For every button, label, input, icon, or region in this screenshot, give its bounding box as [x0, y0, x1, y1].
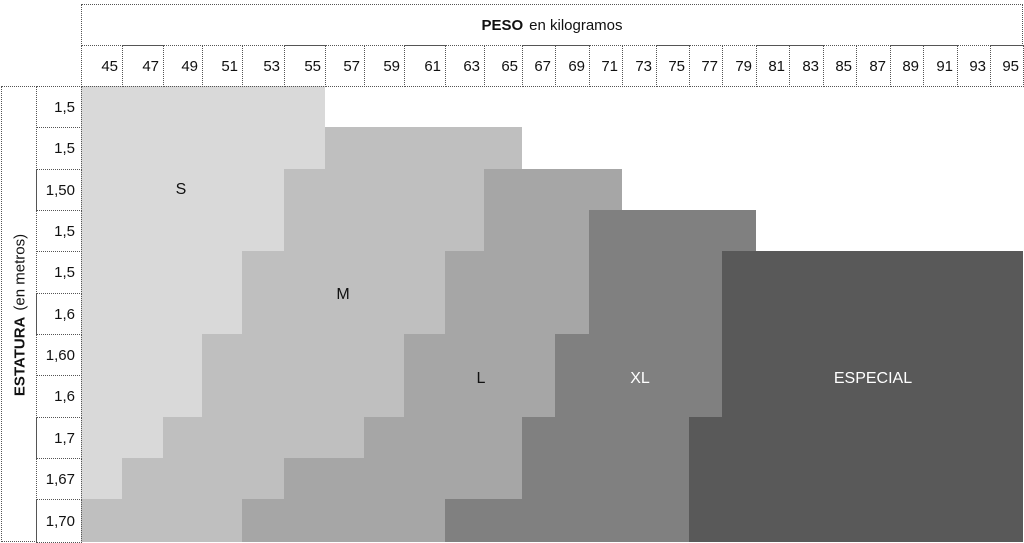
size-region-m	[284, 210, 484, 251]
weight-tick: 79	[722, 45, 757, 87]
height-tick: 1,67	[36, 458, 82, 500]
size-region-l	[364, 417, 522, 458]
weight-tick: 81	[756, 45, 790, 87]
size-region-l	[404, 375, 555, 417]
size-region-m	[163, 417, 364, 458]
size-region-s	[81, 293, 242, 334]
size-region-e	[689, 417, 1023, 458]
size-region-s	[81, 375, 202, 417]
size-region-s	[81, 458, 122, 499]
weight-tick: 93	[957, 45, 991, 87]
size-region-e	[722, 293, 1023, 334]
size-region-l	[445, 251, 589, 293]
weight-tick: 57	[325, 45, 365, 87]
height-tick: 1,5	[36, 210, 82, 252]
size-region-xl	[589, 293, 722, 334]
size-label-l: L	[476, 370, 486, 387]
size-region-e	[722, 334, 1023, 375]
size-region-l	[242, 499, 445, 542]
weight-tick: 55	[284, 45, 326, 87]
weight-unit: en kilogramos	[529, 16, 623, 34]
weight-tick: 89	[890, 45, 924, 87]
weight-tick: 45	[81, 45, 123, 87]
size-label-xl: XL	[630, 370, 650, 387]
height-tick: 1,60	[36, 334, 82, 376]
size-region-s	[81, 210, 284, 251]
size-region-m	[284, 169, 484, 210]
weight-tick: 53	[242, 45, 285, 87]
size-region-s	[81, 334, 202, 375]
weight-tick: 75	[656, 45, 690, 87]
weight-tick: 69	[555, 45, 590, 87]
weight-tick: 73	[622, 45, 657, 87]
size-region-e	[689, 499, 1023, 542]
weight-tick: 87	[856, 45, 891, 87]
size-region-l	[284, 458, 522, 499]
size-region-xl	[522, 417, 689, 458]
weight-tick: 95	[990, 45, 1024, 87]
size-region-m	[122, 458, 284, 499]
size-region-m	[242, 293, 445, 334]
size-label-s: S	[175, 181, 187, 198]
weight-tick: 59	[364, 45, 405, 87]
size-region-m	[81, 499, 242, 542]
weight-tick: 47	[122, 45, 164, 87]
size-label-m: M	[336, 286, 350, 303]
weight-tick: 51	[202, 45, 243, 87]
height-tick: 1,5	[36, 251, 82, 294]
weight-tick: 71	[589, 45, 623, 87]
height-tick: 1,70	[36, 499, 82, 543]
weight-tick: 63	[445, 45, 485, 87]
height-tick: 1,6	[36, 375, 82, 418]
weight-header: PESO en kilogramos	[81, 4, 1023, 46]
height-title: ESTATURA	[11, 316, 29, 397]
weight-title: PESO	[481, 16, 524, 34]
size-region-s	[81, 86, 325, 127]
weight-tick: 67	[522, 45, 556, 87]
height-header: ESTATURA (en metros)	[1, 86, 37, 542]
weight-tick: 65	[484, 45, 523, 87]
size-region-xl	[522, 458, 689, 499]
size-region-s	[81, 251, 242, 293]
size-region-e	[722, 375, 1023, 417]
weight-tick: 85	[823, 45, 857, 87]
size-region-m	[202, 375, 404, 417]
size-region-xl	[589, 251, 722, 293]
weight-tick: 91	[923, 45, 958, 87]
size-region-m	[325, 127, 522, 169]
size-region-xl	[589, 210, 756, 251]
size-label-e: ESPECIAL	[833, 370, 913, 387]
weight-tick: 83	[789, 45, 824, 87]
size-region-l	[484, 210, 589, 251]
size-region-m	[202, 334, 404, 375]
height-unit: (en metros)	[11, 233, 29, 311]
size-region-e	[722, 251, 1023, 293]
size-region-s	[81, 417, 163, 458]
weight-tick: 61	[404, 45, 446, 87]
height-tick: 1,50	[36, 169, 82, 211]
height-tick: 1,6	[36, 293, 82, 335]
size-region-xl	[445, 499, 689, 542]
size-region-xl	[555, 334, 722, 375]
size-region-l	[404, 334, 555, 375]
size-region-l	[445, 293, 589, 334]
size-region-s	[81, 169, 284, 210]
size-region-xl	[555, 375, 722, 417]
size-region-l	[484, 169, 622, 210]
height-tick: 1,7	[36, 417, 82, 459]
weight-tick: 49	[163, 45, 203, 87]
size-region-m	[242, 251, 445, 293]
size-region-s	[81, 127, 325, 169]
weight-tick: 77	[689, 45, 723, 87]
height-tick: 1,5	[36, 86, 82, 128]
size-region-e	[689, 458, 1023, 499]
height-tick: 1,5	[36, 127, 82, 170]
